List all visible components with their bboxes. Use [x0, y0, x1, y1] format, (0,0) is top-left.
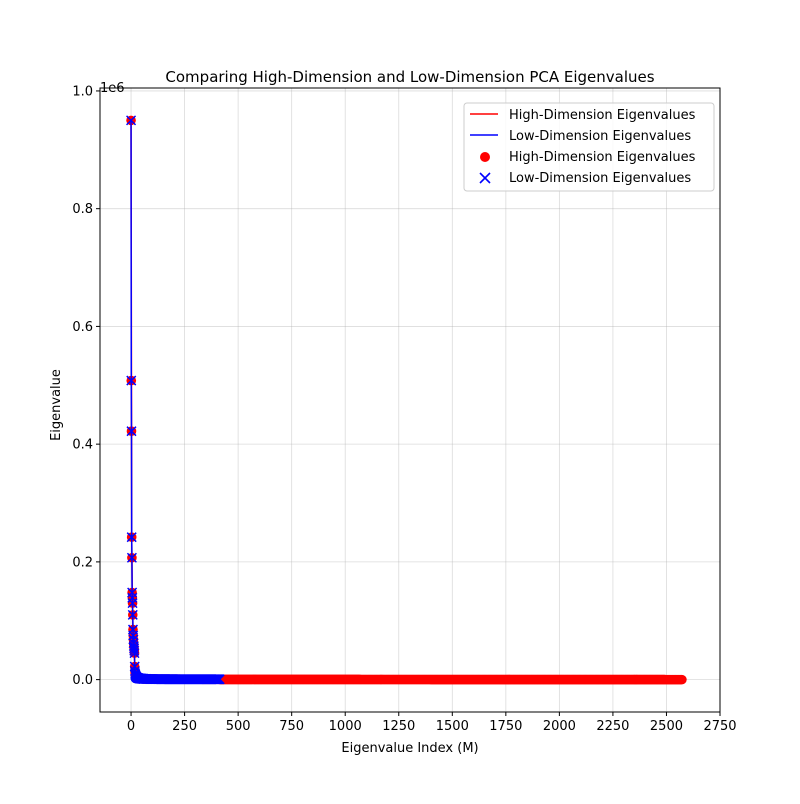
legend-box — [463, 102, 715, 192]
x-tick-label: 0 — [127, 719, 135, 734]
point-low-dimension — [126, 532, 137, 543]
point-low-dimension — [126, 375, 137, 386]
x-tick-label: 500 — [226, 719, 251, 734]
x-axis-label: Eigenvalue Index (M) — [341, 741, 478, 756]
y-axis-label: Eigenvalue — [49, 369, 64, 441]
legend-label-low-scatter: Low-Dimension Eigenvalues — [509, 171, 691, 186]
point-low-dimension — [127, 609, 138, 620]
y-tick-label: 0.6 — [72, 320, 93, 335]
y-tick-label: 0.4 — [72, 438, 93, 453]
x-tick-label: 1500 — [436, 719, 469, 734]
y-tick-label: 0.8 — [72, 202, 93, 217]
y-tick-label: 1.0 — [72, 84, 93, 99]
axes-frame — [99, 87, 721, 713]
x-tick-label: 1000 — [329, 719, 362, 734]
legend-label-low-line: Low-Dimension Eigenvalues — [509, 129, 691, 144]
x-tick-label: 2250 — [596, 719, 629, 734]
y-tick-label: 0.0 — [72, 673, 93, 688]
point-high-dimension — [677, 674, 687, 685]
x-tick-label: 2500 — [650, 719, 683, 734]
point-low-dimension — [214, 674, 225, 685]
legend-swatch-low-scatter — [479, 172, 491, 184]
legend-label-high-scatter: High-Dimension Eigenvalues — [509, 150, 696, 165]
y-offset-label: 1e6 — [100, 81, 125, 96]
x-tick-label: 1250 — [382, 719, 415, 734]
chart-title: Comparing High-Dimension and Low-Dimensi… — [165, 68, 654, 86]
series-points-low-dimension — [126, 115, 225, 685]
axis-ticks: 0 250 500 750 1000 1250 1500 1750 2000 2250 2500 27… — [72, 84, 736, 734]
y-tick-label: 0.2 — [72, 555, 93, 570]
point-low-dimension — [129, 648, 140, 659]
legend-label-high-line: High-Dimension Eigenvalues — [509, 108, 696, 123]
point-low-dimension — [126, 552, 137, 563]
grid-lines — [100, 88, 721, 712]
point-low-dimension — [129, 645, 140, 656]
x-tick-label: 250 — [172, 719, 197, 734]
data-series — [126, 115, 687, 685]
x-tick-label: 2000 — [543, 719, 576, 734]
point-low-dimension — [128, 630, 139, 641]
legend: High-Dimension Eigenvalues Low-Dimension… — [463, 102, 715, 192]
x-tick-label: 750 — [279, 719, 304, 734]
x-tick-label: 1750 — [489, 719, 522, 734]
point-low-dimension — [127, 598, 138, 609]
point-low-dimension — [126, 426, 137, 437]
x-tick-label: 2750 — [703, 719, 736, 734]
point-low-dimension — [126, 115, 137, 126]
legend-swatch-high-scatter — [480, 152, 490, 162]
